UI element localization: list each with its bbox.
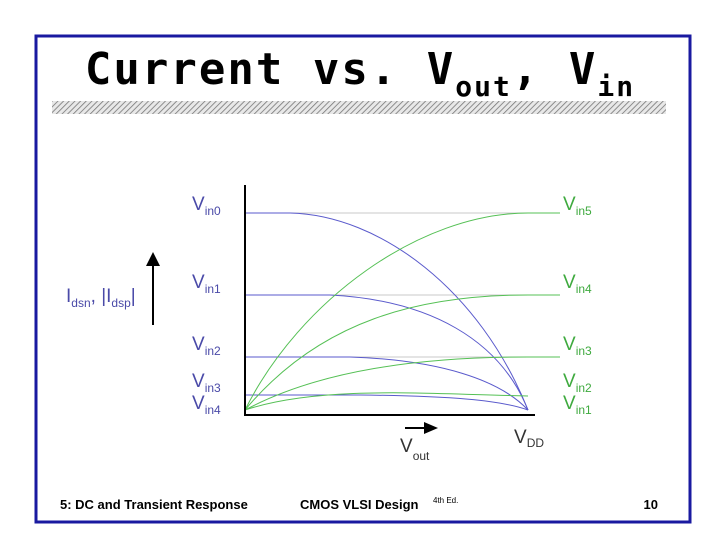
left-label: Vin1 bbox=[192, 272, 221, 296]
label-main: V bbox=[192, 393, 205, 414]
label-main: V bbox=[563, 371, 576, 392]
label-sub: in5 bbox=[576, 204, 592, 218]
pmos-curves bbox=[244, 212, 560, 411]
label-sub: in4 bbox=[205, 403, 221, 417]
footer-edition: 4th Ed. bbox=[433, 496, 458, 505]
label-main: V bbox=[563, 272, 576, 293]
level-lines bbox=[245, 212, 528, 358]
label-main: V bbox=[192, 334, 205, 355]
left-label: Vin4 bbox=[192, 393, 221, 417]
label-main: V bbox=[192, 194, 205, 215]
label-sub: in3 bbox=[205, 381, 221, 395]
vdd-label: VDD bbox=[514, 427, 544, 450]
label-sub: in1 bbox=[576, 403, 592, 417]
label-main: V bbox=[563, 393, 576, 414]
left-label: Vin3 bbox=[192, 371, 221, 395]
title-rule bbox=[52, 101, 666, 114]
right-label: Vin2 bbox=[563, 371, 592, 395]
left-label: Vin0 bbox=[192, 194, 221, 218]
page-number: 10 bbox=[644, 497, 658, 512]
y-arrow-head bbox=[146, 252, 160, 266]
label-sub: in4 bbox=[576, 282, 592, 296]
footer-center: CMOS VLSI Design bbox=[300, 497, 419, 512]
nmos-curves bbox=[245, 212, 529, 411]
x-arrow-head bbox=[424, 422, 438, 434]
right-label: Vin1 bbox=[563, 393, 592, 417]
y-axis-label: Idsn, |Idsp| bbox=[66, 286, 136, 310]
label-sub: in0 bbox=[205, 204, 221, 218]
title: Current vs. Vout, Vin bbox=[85, 44, 635, 103]
label-main: V bbox=[563, 194, 576, 215]
axes bbox=[244, 185, 535, 416]
x-axis-label: Vout bbox=[400, 436, 430, 463]
label-sub: in2 bbox=[205, 344, 221, 358]
label-main: V bbox=[192, 272, 205, 293]
label-sub: in1 bbox=[205, 282, 221, 296]
right-label: Vin5 bbox=[563, 194, 592, 218]
slide-border bbox=[34, 34, 692, 524]
diagram: Idsn, |Idsp| Vout VDD Vin0Vin1Vin2Vin3Vi… bbox=[66, 185, 592, 463]
right-label: Vin3 bbox=[563, 334, 592, 358]
left-label: Vin2 bbox=[192, 334, 221, 358]
label-main: V bbox=[563, 334, 576, 355]
label-main: V bbox=[192, 371, 205, 392]
right-label: Vin4 bbox=[563, 272, 592, 296]
label-sub: in3 bbox=[576, 344, 592, 358]
footer-left: 5: DC and Transient Response bbox=[60, 497, 248, 512]
label-sub: in2 bbox=[576, 381, 592, 395]
